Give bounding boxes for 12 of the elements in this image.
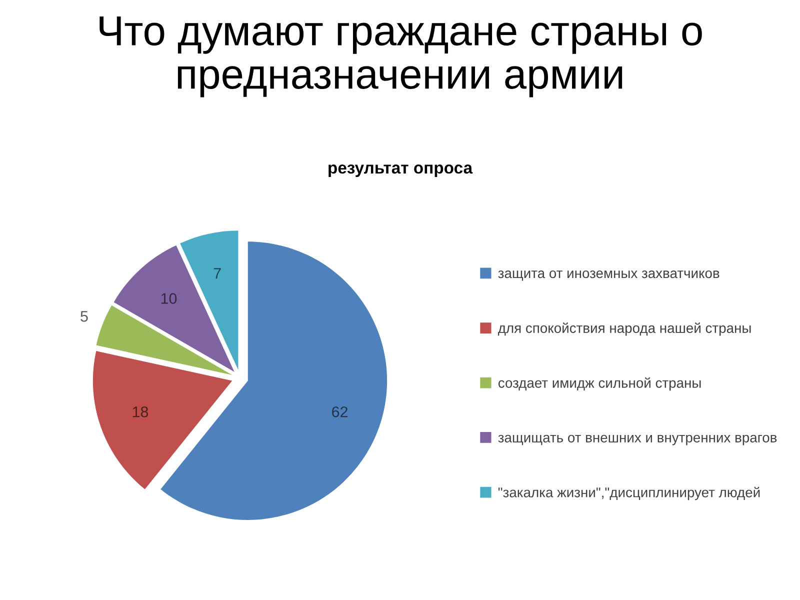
legend-label: защита от иноземных захватчиков	[498, 270, 720, 281]
chart-subtitle: результат опроса	[328, 164, 473, 177]
data-label: 18	[132, 406, 148, 418]
data-label: 7	[214, 268, 221, 279]
data-label: 62	[332, 406, 348, 418]
data-label: 10	[161, 293, 177, 304]
legend-label: для спокойствия народа нашей страны	[498, 322, 751, 336]
legend-label: защищать от внешних и внутренних врагов	[498, 434, 777, 446]
legend-label: создает имидж сильной страны	[498, 377, 701, 391]
data-label: 5	[80, 311, 88, 322]
chart-title: Что думают граждане страны о предназначении армии	[100, 16, 702, 98]
legend-label: "закалка жизни","дисциплинирует людей	[498, 486, 760, 500]
